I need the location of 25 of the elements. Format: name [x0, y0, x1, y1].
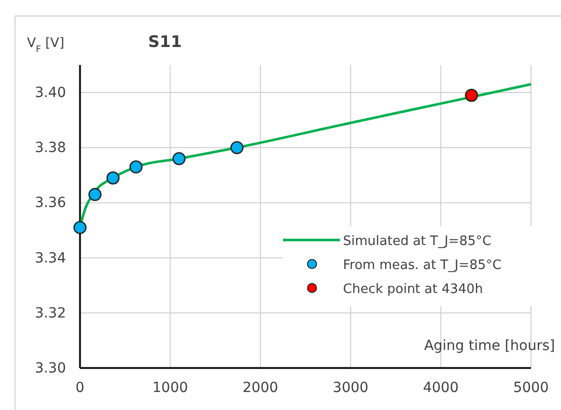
y-tick-label: 3.38	[34, 140, 66, 156]
x-axis-title: Aging time [hours]	[424, 338, 555, 354]
x-tick-label: 5000	[513, 380, 549, 396]
point	[88, 188, 102, 202]
x-tick-label: 1000	[152, 380, 188, 396]
y-axis-title: V$_{F}$ [V]	[27, 36, 64, 55]
point	[73, 220, 87, 234]
y-tick-label: 3.40	[34, 85, 66, 102]
point	[172, 152, 186, 166]
point	[106, 171, 120, 184]
y-tick-label: 3.32	[34, 305, 66, 322]
x-tick-label: 4000	[422, 380, 459, 396]
legend-label: Simulated at T_J=85°C	[343, 234, 492, 249]
point	[464, 88, 478, 102]
legend-label: From meas. at T_J=85°C	[343, 258, 502, 273]
y-tick-label: 3.34	[34, 250, 66, 266]
point	[129, 160, 143, 174]
chart-title: S11	[148, 32, 182, 51]
x-tick-label: 2000	[242, 380, 278, 396]
x-tick-label: 3000	[332, 380, 368, 396]
point	[230, 141, 244, 154]
y-tick-label: 3.36	[34, 195, 66, 212]
y-tick-label: 3.30	[34, 360, 66, 376]
x-tick-label: 0	[76, 380, 84, 396]
legend-label: Check point at 4340h	[343, 282, 483, 297]
